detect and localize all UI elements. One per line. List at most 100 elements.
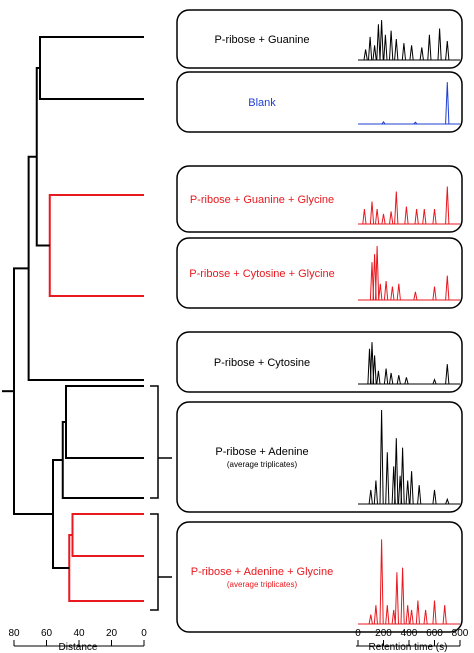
chromatogram-peak: [432, 378, 437, 385]
sample-panel: P-ribose + Adenine (average triplicates): [176, 401, 463, 513]
sample-panel: P-ribose + Cytosine: [176, 331, 463, 393]
chromatogram-peak: [409, 609, 414, 625]
chromatogram-peak: [419, 47, 424, 61]
chromatogram-peak: [404, 377, 409, 385]
sample-panel: P-ribose + Cytosine + Glycine: [176, 237, 463, 309]
distance-tick-label: 20: [106, 628, 118, 639]
chromatogram-peak: [445, 41, 450, 61]
dendrogram-link: [61, 421, 144, 499]
dendrogram-link: [35, 67, 50, 247]
chromatogram-peak: [401, 43, 406, 61]
chromatogram-peak: [375, 208, 380, 225]
chromatogram-peak: [432, 286, 437, 301]
triplicate-bracket: [150, 513, 172, 611]
chromatogram-peak: [413, 121, 418, 125]
dendrogram-link: [39, 36, 144, 100]
chromatogram-peak: [375, 245, 380, 301]
chromatogram-peak: [445, 364, 450, 385]
chromatogram-peak: [437, 28, 442, 61]
panel-frame: [176, 401, 463, 513]
distance-tick-label: 40: [73, 628, 85, 639]
chromatogram-peak: [378, 283, 383, 301]
chromatogram-peak: [414, 208, 419, 225]
distance-tick-label: 60: [41, 628, 53, 639]
distance-tick-label: 0: [141, 628, 147, 639]
chromatogram-peak: [415, 600, 420, 625]
chromatogram-peak: [376, 24, 381, 61]
chromatogram-peak: [379, 20, 384, 61]
chromatogram-peak: [385, 605, 390, 625]
chromatogram-peak: [389, 211, 394, 225]
sample-label: P-ribose + Cytosine: [214, 357, 310, 369]
sample-label: P-ribose + Cytosine + Glycine: [189, 268, 335, 280]
chromatogram-peak: [394, 572, 399, 625]
retention-tick-label: 600: [426, 628, 443, 639]
dendrogram-link: [48, 194, 144, 297]
chromatogram-peak: [373, 480, 378, 505]
chromatogram-peak: [394, 38, 399, 61]
panel-frame: [176, 9, 463, 69]
chromatogram-peak: [396, 375, 401, 385]
chromatogram-peak: [405, 480, 410, 505]
chromatogram-panels: P-ribose + Guanine Blank P-ribose + Guanin…: [176, 9, 463, 633]
panel-frame: [176, 71, 463, 133]
sample-subtitle: (average triplicates): [227, 580, 298, 589]
sample-label: P-ribose + Adenine + Glycine: [191, 566, 333, 578]
chromatogram-peak: [372, 45, 377, 61]
distance-tick-label: 80: [8, 628, 20, 639]
sample-panel: P-ribose + Adenine + Glycine (average tri…: [176, 521, 463, 633]
dendrogram-link: [68, 534, 144, 602]
chromatogram-peak: [368, 489, 373, 505]
dendrogram: [2, 36, 172, 611]
chromatogram-peak: [442, 605, 447, 625]
chromatogram-peak: [373, 605, 378, 625]
chromatogram-peak: [409, 471, 414, 505]
retention-axis-label: Retention time (s): [369, 642, 448, 653]
sample-label: P-ribose + Guanine: [214, 34, 309, 46]
chromatogram-peak: [389, 30, 394, 61]
retention-axis: Retention time (s): [356, 642, 460, 653]
chromatogram-peak: [422, 208, 427, 225]
retention-tick-label: 800: [452, 628, 469, 639]
chromatogram-peak: [376, 370, 381, 385]
chromatogram-peak: [445, 275, 450, 301]
chromatogram-peak: [400, 447, 405, 505]
chromatogram-peak: [394, 191, 399, 225]
chromatogram-peak: [368, 614, 373, 625]
axes: Distance Retention time (s) 80 60 40 20 0 0 20…: [8, 628, 468, 653]
sample-panel: Blank: [176, 71, 463, 133]
chromatogram-peak: [363, 49, 368, 61]
chromatogram-peak: [379, 409, 384, 505]
chromatogram-peak: [369, 201, 375, 225]
chromatogram-peak: [400, 567, 405, 625]
chromatogram-peak: [445, 82, 450, 125]
chromatogram-peak: [445, 497, 450, 505]
dendrogram-link: [27, 155, 144, 381]
chromatogram-peak: [362, 208, 367, 225]
chromatogram-peak: [379, 539, 384, 625]
chromatogram-peak: [413, 291, 418, 301]
dendrogram-link: [13, 267, 53, 515]
panel-frame: [176, 237, 463, 309]
chromatogram-peak: [369, 342, 375, 385]
chromatogram-peak: [383, 368, 389, 385]
triplicate-bracket: [150, 385, 172, 499]
distance-axis-label: Distance: [59, 642, 98, 653]
retention-tick-label: 400: [401, 628, 418, 639]
dendrogram-link: [65, 385, 144, 459]
chromatogram-peak: [394, 438, 399, 505]
chromatogram-peak: [404, 206, 409, 225]
chromatogram-peak: [381, 213, 386, 225]
chromatogram-peak: [423, 609, 428, 625]
panel-frame: [176, 521, 463, 633]
sample-subtitle: (average triplicates): [227, 460, 298, 469]
sample-label: Blank: [248, 97, 276, 109]
chromatogram-peak: [372, 355, 377, 385]
dendrogram-link: [71, 513, 144, 557]
chromatogram-peak: [432, 489, 437, 505]
chromatogram-peak: [405, 605, 410, 625]
dendrogram-link: [52, 459, 70, 569]
chromatogram-peak: [396, 283, 401, 301]
chromatogram-peak: [390, 286, 395, 301]
retention-tick-label: 200: [375, 628, 392, 639]
